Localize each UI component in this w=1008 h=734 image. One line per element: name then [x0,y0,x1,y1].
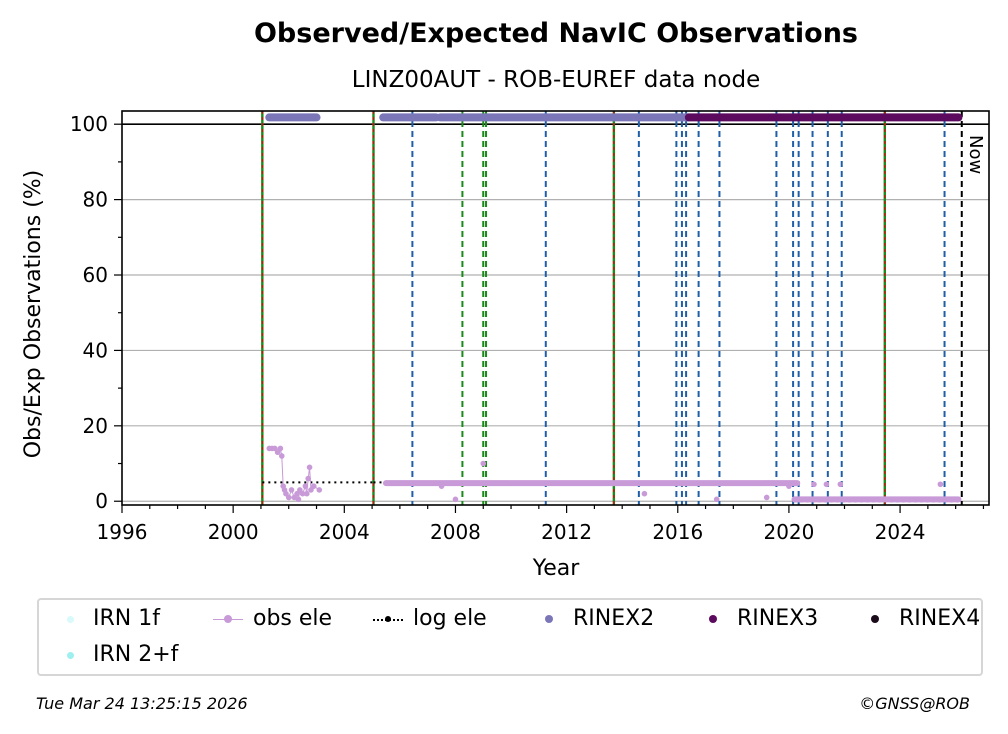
obs-ele-point [480,460,487,467]
obs-ele-point [316,487,323,493]
rinex3-marker-icon [697,608,733,630]
obs-ele-point [299,490,306,497]
x-tick-label: 2000 [208,520,259,544]
obs-ele-point [452,496,459,503]
x-tick-label: 2024 [875,520,926,544]
obs-ele-point [823,481,830,488]
obs-ele-point [306,464,313,471]
legend-label-irn2f: IRN 2+f [93,642,179,667]
legend-item-irn1f: IRN 1f [53,606,160,631]
y-tick-label: 100 [70,112,108,136]
now-label: Now [965,135,986,174]
legend-label-log-ele: log ele [413,606,487,631]
obs-ele-point [763,494,770,501]
obs-ele-point [305,475,311,482]
obs-ele-point [288,487,295,493]
y-axis-label: Obs/Exp Observations (%) [21,170,46,459]
legend-item-obs-ele: obs ele [213,606,332,631]
footer-credit: ©GNSS@ROB [859,694,970,713]
legend-label-irn1f: IRN 1f [93,606,160,631]
y-tick-label: 80 [83,188,108,212]
y-tick-label: 60 [83,263,108,287]
y-tick-label: 40 [83,338,108,362]
obs-ele-point [277,445,284,452]
chart-title: Observed/Expected NavIC Observations [254,18,858,49]
obs-ele-point [303,490,310,497]
irn2f-marker-icon [53,644,89,666]
legend-item-log-ele: log ele [373,606,487,631]
obs-ele-point [285,494,292,501]
obs-ele-point [786,483,792,489]
obs-ele-point [837,481,844,488]
x-tick-label: 2008 [430,520,481,544]
obs-ele-point [310,483,317,489]
obs-ele-point [641,490,648,497]
y-tick-label: 0 [95,489,108,513]
log-ele-marker-icon [373,608,409,630]
plot-frame [121,110,990,506]
obs-ele-point [295,496,302,503]
x-tick-label: 2012 [541,520,592,544]
x-tick-label: 2004 [319,520,370,544]
rinex4-marker-icon [859,608,895,630]
x-tick-label: 2020 [763,520,814,544]
obs-ele-point [937,481,944,488]
legend-label-rinex4: RINEX4 [899,606,981,631]
obs-ele-point [302,483,309,489]
obs-ele-point [278,453,285,459]
x-tick-label: 1996 [97,520,148,544]
x-tick-label: 2016 [652,520,703,544]
legend-label-rinex2: RINEX2 [573,606,655,631]
obs-ele-point [811,481,817,488]
footer-timestamp: Tue Mar 24 13:25:15 2026 [36,694,248,713]
y-tick-label: 20 [83,414,108,438]
x-axis-label: Year [532,556,581,581]
legend-label-rinex3: RINEX3 [737,606,819,631]
chart-canvas: Observed/Expected NavIC Observations LIN… [21,18,990,581]
obs-ele-point [713,496,720,503]
irn1f-marker-icon [53,608,89,630]
legend: IRN 1f IRN 2+f obs ele log ele RINEX2 RI… [37,598,983,676]
legend-item-rinex2: RINEX2 [533,606,654,631]
legend-item-rinex4: RINEX4 [859,606,980,631]
rinex2-marker-icon [533,608,569,630]
chart-subtitle: LINZ00AUT - ROB-EUREF data node [352,67,760,93]
legend-item-irn2f: IRN 2+f [53,642,178,667]
legend-item-rinex3: RINEX3 [697,606,818,631]
obs-ele-marker-icon [213,608,249,630]
legend-label-obs-ele: obs ele [253,606,333,631]
obs-ele-point [438,483,445,489]
